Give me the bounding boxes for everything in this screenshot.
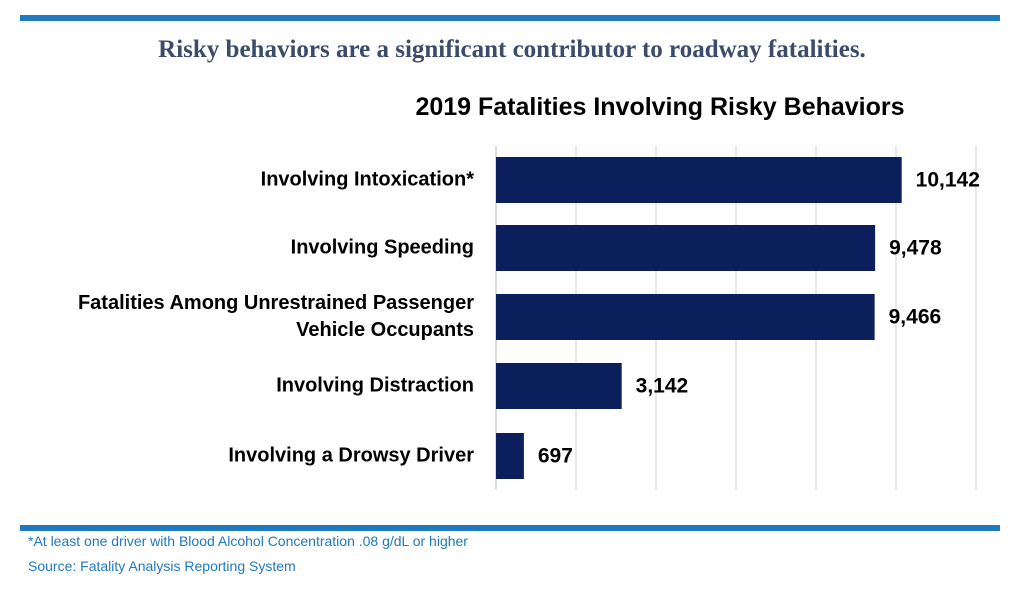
bar — [496, 157, 902, 203]
data-label: 9,466 — [889, 306, 942, 329]
category-label-distraction: Involving Distraction — [276, 374, 474, 397]
category-label-intoxication: Involving Intoxication* — [260, 168, 474, 191]
bottom-rule — [20, 525, 1000, 531]
top-rule — [20, 15, 1000, 21]
category-label-unrestrained: Fatalities Among Unrestrained Passenger … — [77, 292, 474, 341]
data-label: 10,142 — [916, 169, 980, 192]
footnote-source: Source: Fatality Analysis Reporting Syst… — [28, 558, 296, 574]
footnote-asterisk: *At least one driver with Blood Alcohol … — [28, 533, 468, 549]
chart-title: 2019 Fatalities Involving Risky Behavior… — [415, 93, 905, 121]
bar — [496, 363, 622, 409]
category-label-drowsy: Involving a Drowsy Driver — [228, 444, 474, 467]
bar — [496, 294, 875, 340]
page-headline: Risky behaviors are a significant contri… — [158, 36, 866, 63]
bar — [496, 225, 876, 271]
data-label: 9,478 — [889, 237, 942, 260]
data-label: 697 — [538, 445, 573, 468]
data-label: 3,142 — [636, 375, 689, 398]
category-label-speeding: Involving Speeding — [290, 236, 474, 259]
bar — [496, 433, 524, 479]
